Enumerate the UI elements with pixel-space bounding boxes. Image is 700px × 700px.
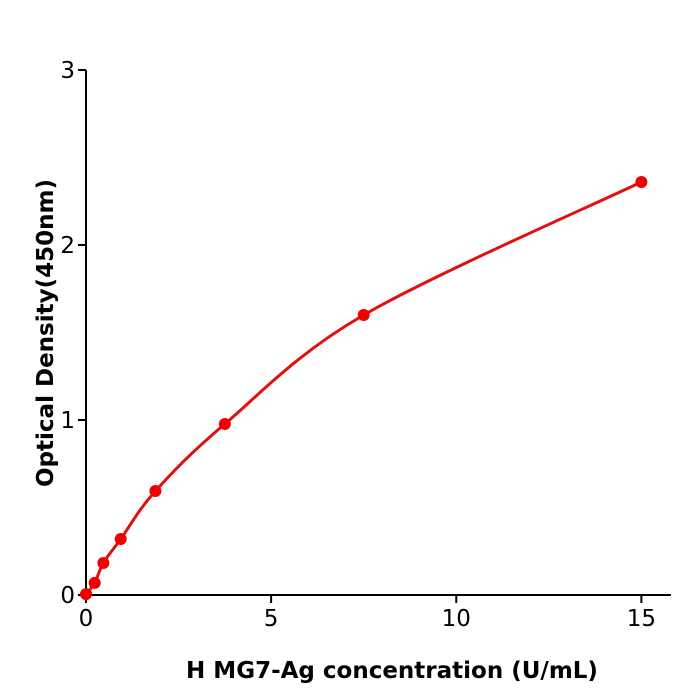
data-point	[114, 533, 127, 545]
y-tick-label: 0	[60, 583, 75, 609]
data-point	[357, 309, 370, 321]
data-point	[635, 176, 648, 188]
data-point	[88, 576, 101, 589]
x-axis-label: H MG7-Ag concentration (U/mL)	[186, 658, 598, 684]
y-tick-label: 3	[60, 58, 75, 84]
plot-area	[80, 176, 648, 601]
x-tick-label: 10	[442, 606, 471, 632]
data-point	[97, 556, 110, 569]
y-tick-label: 2	[60, 233, 75, 259]
y-axis-label: Optical Density(450nm)	[33, 179, 59, 487]
data-point	[149, 485, 162, 498]
y-tick-label: 1	[60, 408, 75, 434]
x-tick-label: 5	[264, 606, 279, 632]
fit-curve	[84, 180, 643, 596]
x-tick-label: 15	[627, 606, 656, 632]
axes: 0 5 10 15 0 1 2 3	[60, 58, 671, 632]
data-point	[218, 418, 231, 431]
data-point	[80, 588, 92, 601]
x-tick-label: 0	[79, 606, 94, 632]
